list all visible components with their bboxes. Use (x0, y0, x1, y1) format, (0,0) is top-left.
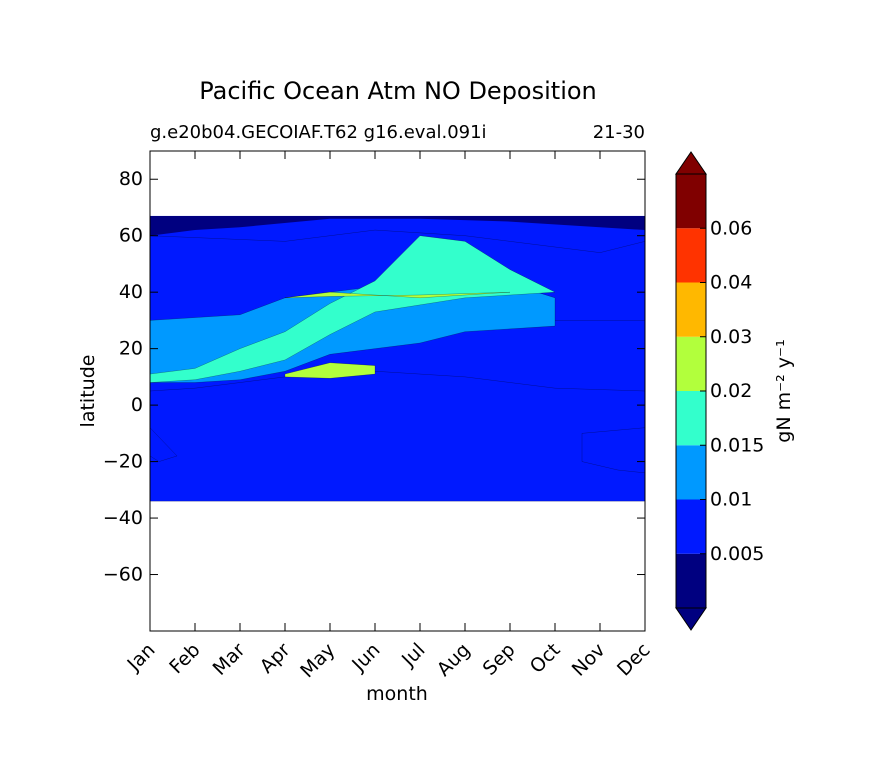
colorbar-tick-label: 0.06 (710, 217, 752, 239)
colorbar-segment (676, 228, 706, 283)
colorbar-segment (676, 499, 706, 554)
chart-title: Pacific Ocean Atm NO Deposition (199, 77, 597, 105)
colorbar-segment (676, 282, 706, 337)
colorbar-tick-label: 0.02 (710, 380, 752, 402)
x-tick-label: Dec (613, 639, 655, 681)
colorbar-tick-label: 0.015 (710, 434, 764, 456)
y-tick-label: −40 (103, 507, 143, 529)
x-tick-label: Jul (397, 639, 429, 671)
contour-region-5 (284, 362, 376, 379)
colorbar-segment (676, 445, 706, 500)
colorbar-tick-label: 0.03 (710, 326, 752, 348)
x-axis-label: month (366, 683, 428, 705)
colorbar-segment (676, 553, 706, 608)
y-tick-label: −20 (103, 451, 143, 473)
contour-region-low-north (150, 215, 645, 236)
colorbar-extend-top (675, 151, 707, 175)
plot-frame (149, 150, 646, 632)
x-tick-label: Apr (256, 639, 295, 678)
colorbar-tick-label: 0.04 (710, 272, 752, 294)
y-tick-label: 80 (119, 168, 143, 190)
chart-subtitle-left: g.e20b04.GECOIAF.T62 g16.eval.091i (150, 122, 487, 143)
colorbar-label: gN m⁻² y⁻¹ (773, 339, 795, 442)
chart-subtitle-right: 21-30 (593, 122, 645, 143)
x-tick-label: Jan (123, 639, 160, 676)
contour-region-4 (284, 291, 511, 299)
colorbar-tick-label: 0.005 (710, 543, 764, 565)
colorbar-extend-bottom (675, 607, 707, 631)
x-tick-label: Mar (209, 639, 250, 680)
colorbar: 0.005 0.01 0.015 0.02 0.03 0.04 0.06 (675, 151, 764, 631)
colorbar-segment (676, 336, 706, 391)
x-tick-label: May (296, 639, 339, 682)
y-tick-label: 40 (119, 281, 143, 303)
colorbar-segment (676, 174, 706, 229)
colorbar-segment (676, 391, 706, 446)
x-tick-label: Jun (347, 639, 384, 676)
contour-region-3 (150, 235, 556, 383)
contour-region-0 (150, 371, 645, 502)
x-tick-label: Sep (479, 639, 520, 680)
contour-layer (150, 215, 645, 502)
colorbar-tick-label: 0.01 (710, 489, 752, 511)
x-tick-label: Aug (433, 639, 475, 681)
x-tick-label: Nov (568, 639, 610, 681)
y-tick-label: 0 (131, 394, 143, 416)
y-axis: 80 60 40 20 0 −20 −40 −60 (103, 168, 645, 586)
y-tick-label: 20 (119, 338, 143, 360)
y-tick-label: 60 (119, 225, 143, 247)
x-tick-label: Feb (165, 639, 204, 678)
y-tick-label: −60 (103, 564, 143, 586)
y-axis-label: latitude (77, 355, 99, 428)
x-tick-label: Oct (526, 639, 565, 678)
